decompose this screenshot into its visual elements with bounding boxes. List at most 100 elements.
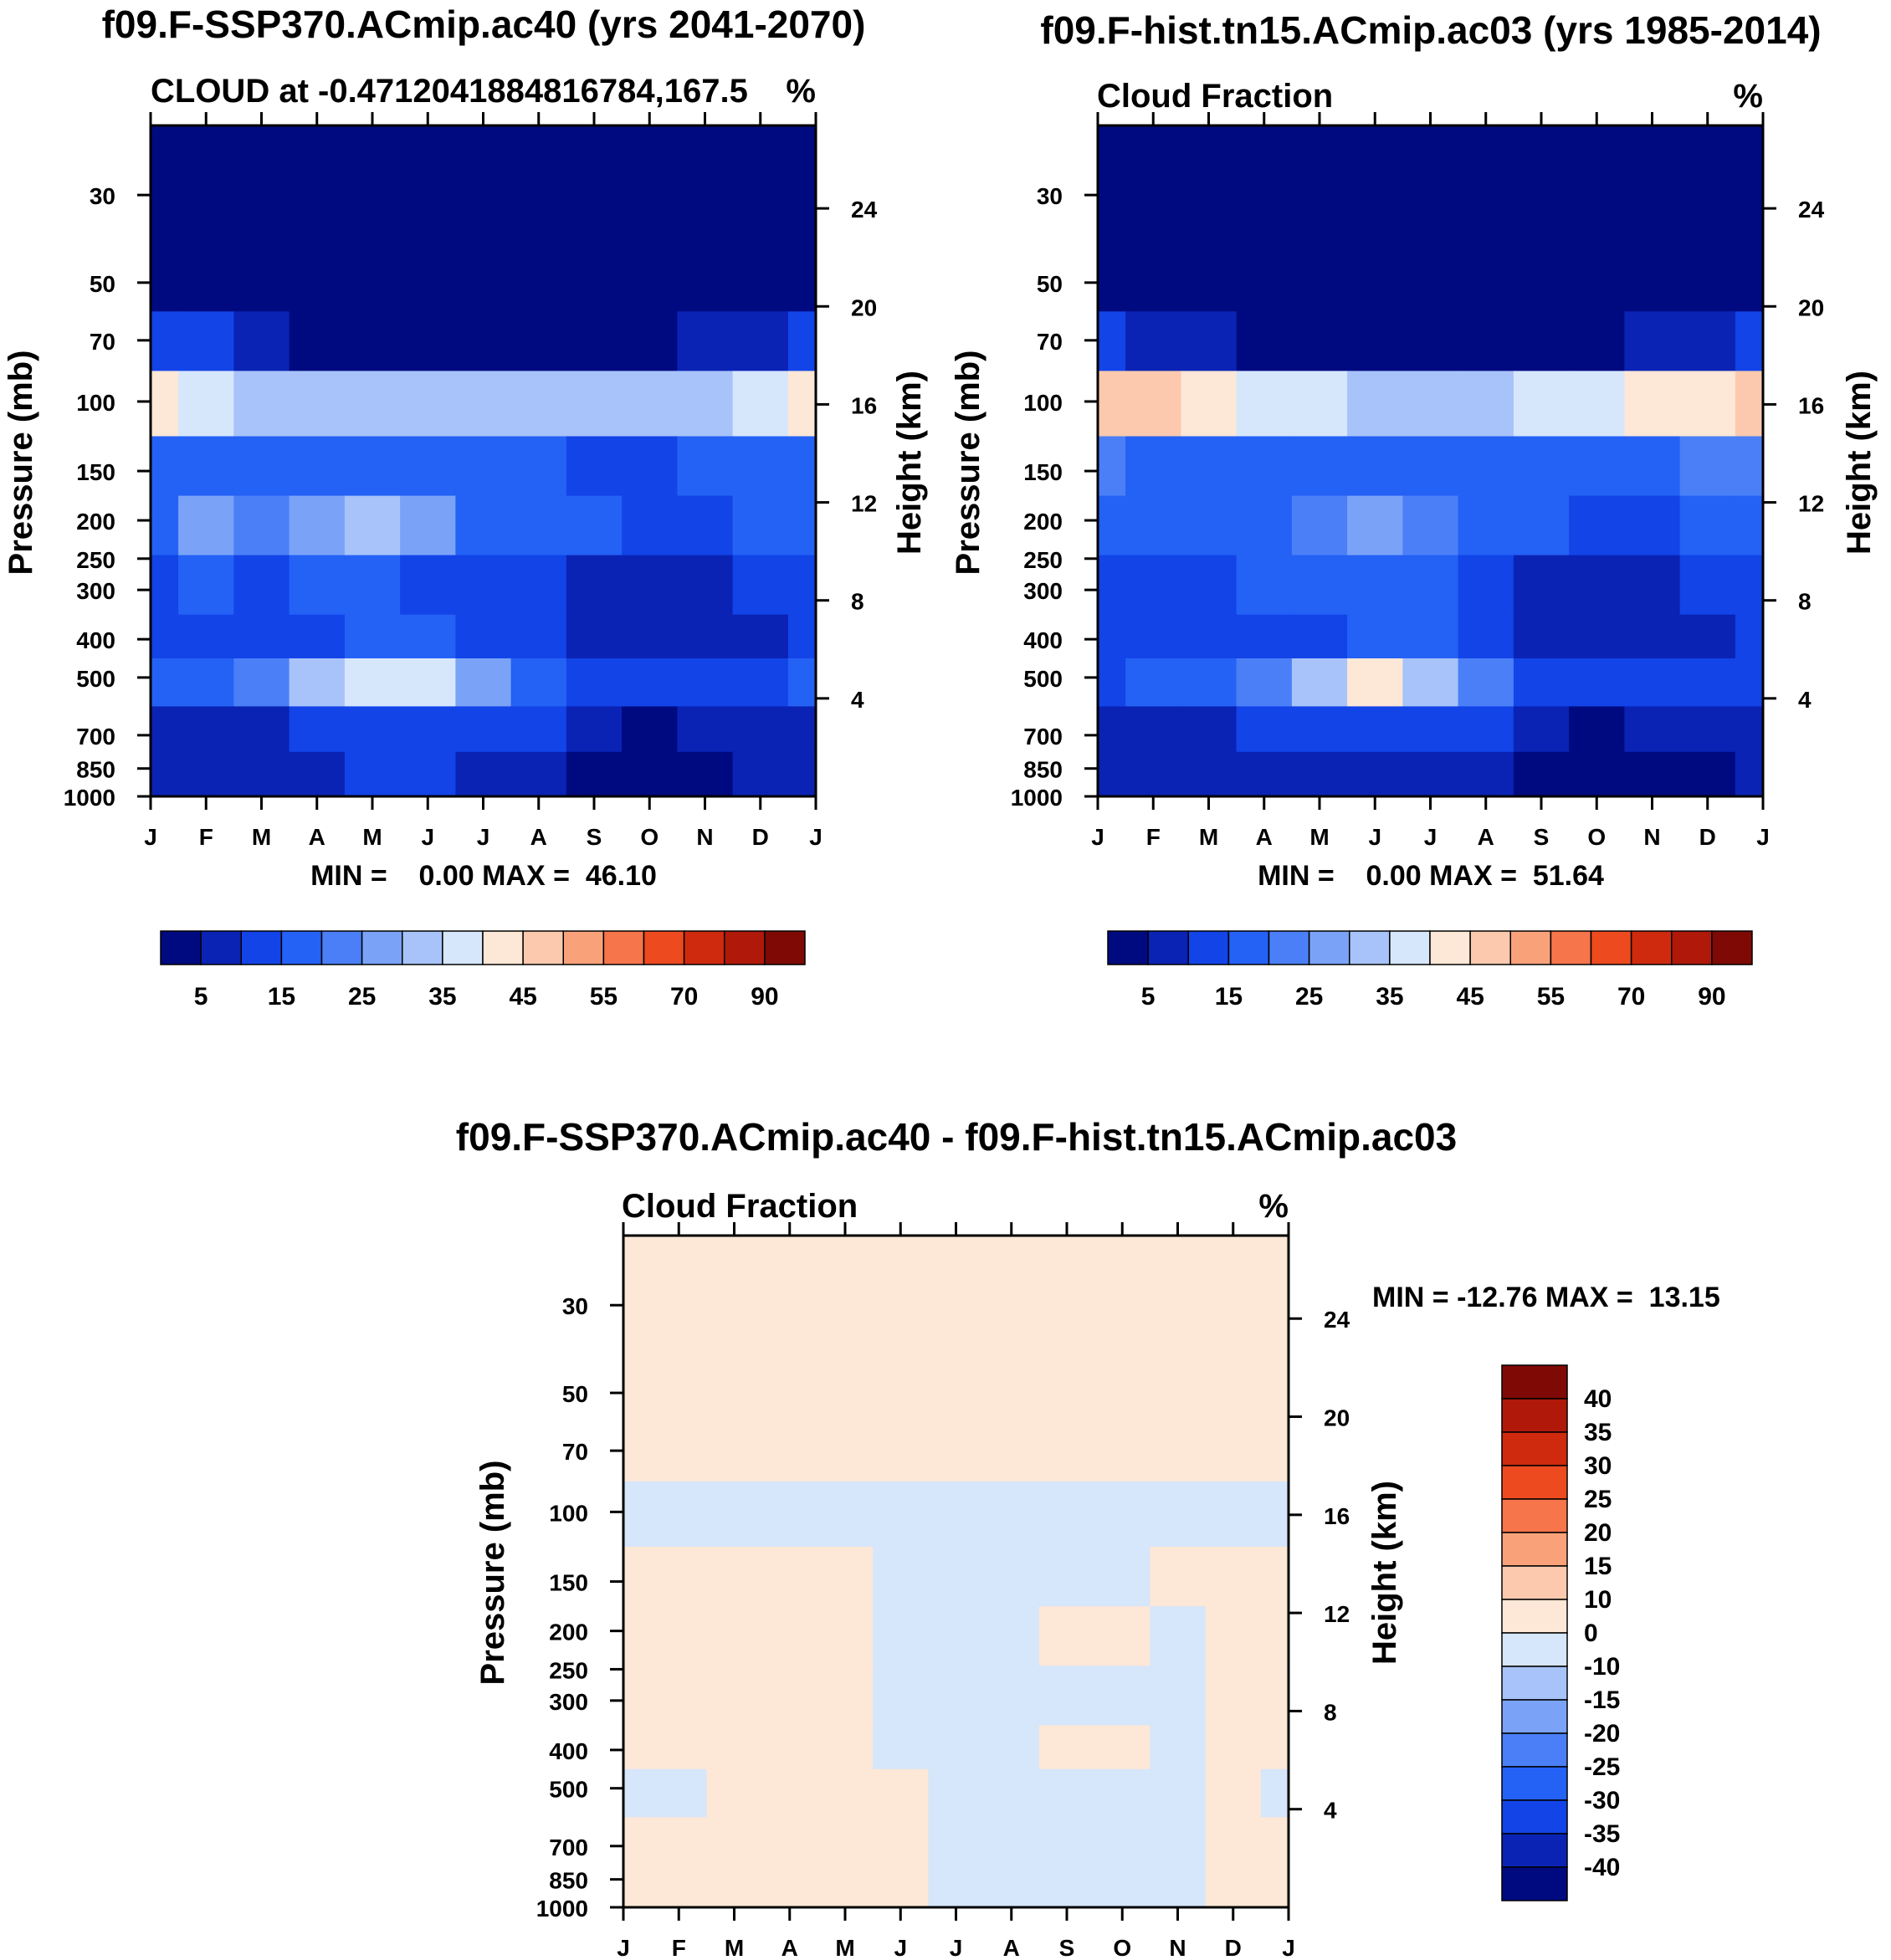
- y-tick-label: 400: [1023, 627, 1063, 653]
- heat-cell: [1094, 1606, 1150, 1666]
- heat-cell: [677, 495, 734, 556]
- y-tick-label: 1000: [64, 785, 115, 811]
- heat-cell: [623, 1666, 652, 1726]
- y-tick-label: 30: [562, 1293, 588, 1319]
- x-tick-label: A: [1478, 824, 1494, 850]
- heat-cell: [289, 238, 346, 312]
- y-tick-label: 250: [1023, 547, 1063, 573]
- heat-cell: [928, 1236, 985, 1350]
- heat-cell: [1569, 706, 1625, 753]
- heat-cell: [928, 1606, 985, 1666]
- colorbar-label: 20: [1584, 1519, 1612, 1547]
- heat-cell: [510, 495, 567, 556]
- x-tick-label: S: [1059, 1935, 1075, 1960]
- heat-cell: [1347, 125, 1403, 240]
- colorbar-label: 45: [509, 983, 536, 1011]
- heat-cell: [1181, 311, 1238, 371]
- heat-cell: [623, 1421, 652, 1482]
- x-tick-label: J: [421, 824, 434, 850]
- heat-cell: [233, 311, 290, 371]
- heat-cell: [1291, 555, 1348, 616]
- heat-cell: [1624, 495, 1681, 556]
- heat-cell: [1347, 658, 1403, 707]
- colorbar-box: [1389, 930, 1431, 965]
- heat-cell: [787, 658, 817, 707]
- x-tick-label: N: [1169, 1935, 1186, 1960]
- heat-cell: [732, 658, 789, 707]
- heat-cell: [1347, 706, 1403, 753]
- heat-cell: [732, 238, 789, 312]
- heat-cell: [1679, 555, 1736, 616]
- heat-cell: [455, 311, 512, 371]
- x-tick-label: M: [835, 1935, 854, 1960]
- heat-cell: [983, 1725, 1040, 1770]
- x-tick-label: O: [1113, 1935, 1131, 1960]
- heat-cell: [151, 371, 179, 438]
- y-tick-right-label: 4: [851, 687, 864, 713]
- y-tick-right-label: 16: [1798, 392, 1824, 418]
- heat-cell: [928, 1421, 985, 1482]
- heat-cell: [1260, 1725, 1289, 1770]
- panel-case-subtitle: CLOUD at -0.4712041884816784,167.5: [151, 73, 748, 110]
- x-tick-label: M: [362, 824, 382, 850]
- heat-cell: [1181, 658, 1238, 707]
- colorbar-box: [1550, 930, 1592, 965]
- heat-cell: [1569, 555, 1625, 616]
- heat-cell: [1150, 1666, 1207, 1726]
- heat-cell: [344, 495, 401, 556]
- colorbar-box: [1501, 1364, 1568, 1400]
- heat-cell: [928, 1547, 985, 1607]
- panel-case: f09.F-SSP370.ACmip.ac40 (yrs 2041-2070) …: [3, 3, 928, 1011]
- heat-cell: [1125, 495, 1181, 556]
- heat-cell: [510, 371, 567, 438]
- heat-cell: [651, 1421, 707, 1482]
- heat-cell: [706, 1666, 763, 1726]
- heat-cell: [1038, 1236, 1095, 1350]
- heat-cell: [1513, 238, 1570, 312]
- heat-cell: [677, 614, 734, 659]
- heat-cell: [622, 751, 678, 797]
- heat-cell: [1513, 495, 1570, 556]
- heat-cell: [1624, 125, 1681, 240]
- y-tick-label: 300: [1023, 578, 1063, 604]
- heat-cell: [623, 1725, 652, 1770]
- heat-cell: [651, 1606, 707, 1666]
- heat-cell: [928, 1481, 985, 1548]
- heat-cell: [1260, 1547, 1289, 1607]
- heat-cell: [983, 1666, 1040, 1726]
- colorbar-label: 90: [1698, 983, 1725, 1011]
- panel-difference-title: f09.F-SSP370.ACmip.ac40 - f09.F-hist.tn1…: [456, 1115, 1457, 1159]
- heat-cell: [873, 1725, 929, 1770]
- heat-cell: [455, 614, 512, 659]
- heat-cell: [233, 125, 290, 240]
- heat-cell: [817, 1768, 874, 1818]
- heat-cell: [1150, 1606, 1207, 1666]
- heat-cell: [233, 555, 290, 616]
- panel-control-colorbar: 5 15 25 35 45 55 70 90: [1107, 930, 1753, 1011]
- y-tick-right-label: 12: [1798, 491, 1824, 517]
- heat-cell: [344, 751, 401, 797]
- heat-cell: [510, 125, 567, 240]
- heat-cell: [1624, 555, 1681, 616]
- y-tick-label: 50: [1037, 271, 1063, 297]
- heat-cell: [178, 371, 234, 438]
- colorbar-label: -15: [1584, 1686, 1620, 1714]
- colorbar-box: [683, 930, 725, 965]
- colorbar-box: [1187, 930, 1230, 965]
- panel-difference-ylabel: Pressure (mb): [474, 1461, 511, 1686]
- heat-cell: [1260, 1862, 1289, 1908]
- heat-cell: [1513, 125, 1570, 240]
- heat-cell: [623, 1236, 652, 1350]
- heat-cell: [1679, 751, 1736, 797]
- heat-cell: [1038, 1606, 1095, 1666]
- heat-cell: [1236, 371, 1293, 438]
- heat-cell: [1038, 1725, 1095, 1770]
- heat-cell: [1347, 238, 1403, 312]
- y-tick-label: 30: [1037, 183, 1063, 209]
- colorbar-box: [1308, 930, 1350, 965]
- heat-cell: [983, 1348, 1040, 1423]
- heat-cell: [566, 371, 623, 438]
- colorbar-box: [764, 930, 806, 965]
- heat-cell: [623, 1817, 652, 1864]
- y-tick-right-label: 20: [1324, 1405, 1350, 1431]
